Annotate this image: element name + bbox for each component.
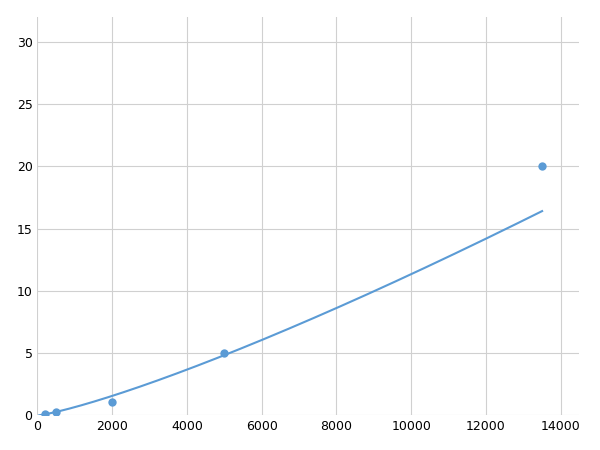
Point [107,398,117,405]
Point [220,350,229,357]
Point [51,409,61,416]
Point [40,410,50,418]
Point [538,162,547,170]
